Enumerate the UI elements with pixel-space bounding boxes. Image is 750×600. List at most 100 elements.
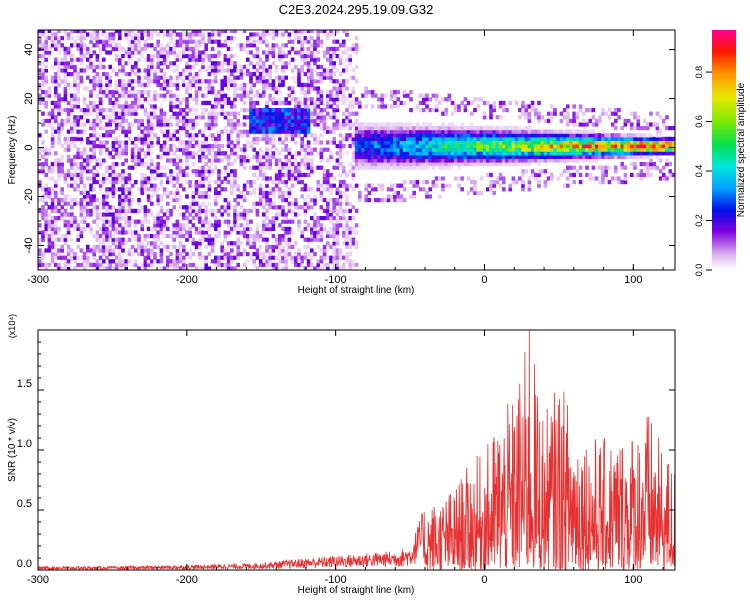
heatmap-cell [476, 126, 480, 131]
heatmap-cell [252, 237, 256, 242]
heatmap-cell [76, 187, 80, 192]
heatmap-cell [370, 147, 375, 152]
heatmap-cell [332, 234, 336, 239]
heatmap-cell [514, 147, 519, 152]
heatmap-cell [281, 32, 285, 37]
heatmap-cell [566, 115, 570, 120]
heatmap-cell [556, 176, 560, 181]
heatmap-cell [303, 39, 308, 44]
heatmap-cell [191, 75, 196, 80]
heatmap-cell [162, 122, 167, 127]
heatmap-cell [390, 154, 394, 159]
heatmap-cell [322, 68, 327, 73]
heatmap-cell [265, 136, 269, 141]
heatmap-cell [230, 39, 234, 44]
heatmap-cell [518, 115, 522, 120]
heatmap-cell [236, 86, 240, 91]
heatmap-cell [226, 79, 231, 84]
heatmap-cell [146, 115, 151, 120]
heatmap-cell [514, 158, 519, 163]
heatmap-cell [342, 183, 346, 188]
heatmap-cell [319, 108, 324, 113]
heatmap-cell [226, 180, 231, 185]
heatmap-cell [236, 230, 240, 235]
heatmap-cell [466, 129, 471, 134]
heatmap-cell [614, 108, 618, 113]
heatmap-cell [185, 194, 189, 199]
heatmap-cell [188, 154, 192, 159]
heatmap-cell [236, 133, 240, 138]
heatmap-cell [300, 262, 304, 267]
heatmap-cell [255, 226, 260, 231]
heatmap-cell [246, 64, 250, 69]
heatmap-cell [502, 147, 506, 152]
heatmap-cell [274, 64, 279, 69]
heatmap-cell [140, 129, 144, 134]
heatmap-cell [121, 226, 125, 231]
heatmap-cell [447, 162, 452, 167]
heatmap-cell [489, 108, 493, 113]
heatmap-cell [482, 158, 487, 163]
heatmap-cell [38, 32, 42, 37]
heatmap-cell [118, 36, 122, 41]
heatmap-cell [114, 208, 119, 213]
heatmap-cell [207, 151, 212, 156]
heatmap-cell [102, 126, 106, 131]
heatmap-cell [38, 100, 42, 105]
heatmap-cell [118, 68, 122, 73]
heatmap-cell [146, 64, 151, 69]
heatmap-cell [380, 133, 384, 138]
heatmap-cell [450, 100, 455, 105]
heatmap-cell [239, 86, 244, 91]
heatmap-cell [210, 54, 215, 59]
heatmap-cell [265, 79, 269, 84]
heatmap-cell [374, 133, 378, 138]
heatmap-cell [194, 208, 199, 213]
heatmap-cell [290, 154, 295, 159]
heatmap-cell [188, 201, 192, 206]
heatmap-cell [348, 216, 352, 221]
heatmap-cell [300, 57, 304, 62]
heatmap-cell [102, 248, 106, 253]
heatmap-cell [303, 93, 308, 98]
heatmap-cell [396, 144, 400, 149]
heatmap-cell [281, 115, 285, 120]
heatmap-cell [44, 266, 48, 270]
heatmap-cell [54, 36, 58, 41]
heatmap-cell [146, 226, 151, 231]
heatmap-cell [300, 54, 304, 59]
heatmap-cell [66, 36, 71, 41]
heatmap-cell [354, 129, 359, 134]
heatmap-cell [610, 154, 615, 159]
heatmap-cell [57, 36, 61, 41]
heatmap-cell [281, 126, 285, 131]
heatmap-cell [194, 108, 199, 113]
heatmap-cell [354, 79, 359, 84]
heatmap-cell [201, 79, 205, 84]
heatmap-cell [473, 108, 477, 113]
heatmap-cell [76, 118, 80, 123]
heatmap-cell [178, 255, 183, 260]
heatmap-cell [178, 194, 183, 199]
heatmap-cell [386, 140, 391, 145]
heatmap-cell [354, 140, 359, 145]
heatmap-cell [265, 183, 269, 188]
heatmap-cell [127, 252, 132, 257]
heatmap-cell [57, 43, 61, 48]
heatmap-cell [377, 144, 381, 149]
heatmap-cell [585, 140, 589, 145]
heatmap-cell [569, 133, 573, 138]
heatmap-cell [95, 32, 100, 37]
heatmap-cell [332, 226, 336, 231]
heatmap-cell [582, 154, 586, 159]
heatmap-cell [162, 266, 167, 270]
heatmap-cell [281, 244, 285, 249]
heatmap-cell [172, 183, 176, 188]
heatmap-cell [550, 133, 554, 138]
heatmap-cell [297, 75, 301, 80]
heatmap-cell [482, 140, 487, 145]
heatmap-cell [150, 169, 154, 174]
heatmap-cell [303, 57, 308, 62]
heatmap-cell [255, 136, 260, 141]
heatmap-cell [383, 151, 388, 156]
